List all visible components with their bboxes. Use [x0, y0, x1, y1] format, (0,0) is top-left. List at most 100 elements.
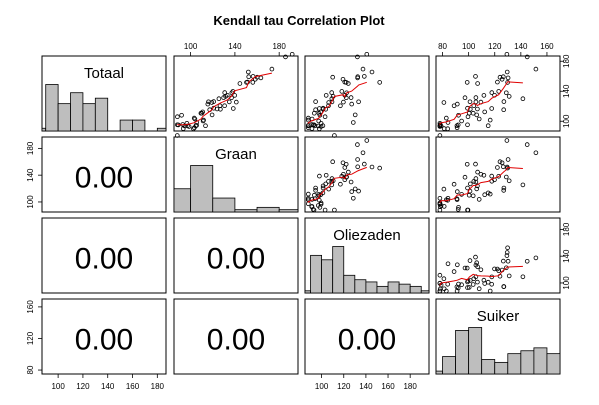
- scatter-point: [524, 54, 530, 60]
- scatter-point: [454, 125, 460, 130]
- scatter-point: [441, 286, 447, 292]
- scatter-point: [348, 95, 354, 100]
- scatter-point: [443, 115, 449, 121]
- variable-label-oliezaden: Oliezaden: [333, 227, 401, 244]
- scatter-point: [437, 121, 443, 126]
- scatter-point: [352, 186, 358, 192]
- scatter-point: [355, 54, 360, 60]
- hist-bar-oliezaden: [387, 281, 400, 294]
- scatter-point: [343, 95, 349, 100]
- scatter-point: [179, 113, 184, 118]
- scatter-point: [355, 74, 361, 79]
- scatter-point: [201, 117, 206, 123]
- scatter-point: [506, 94, 512, 99]
- hist-bar-suiker: [520, 350, 535, 375]
- scatter-point: [474, 186, 480, 192]
- scatter-point: [489, 90, 495, 95]
- scatter-point: [451, 181, 457, 187]
- scatter-point: [437, 207, 443, 213]
- scatter-point: [455, 122, 461, 128]
- scatter-point: [485, 279, 491, 285]
- scatter-point: [500, 164, 506, 170]
- scatter-point: [216, 96, 222, 101]
- cell-graan-oliezaden-frame: [304, 136, 430, 213]
- hist-bar-oliezaden: [332, 246, 345, 294]
- scatter-point: [369, 164, 375, 170]
- scatter-point: [340, 160, 346, 166]
- scatter-point: [232, 93, 238, 98]
- scatter-point: [377, 165, 383, 171]
- scatter-point: [349, 189, 355, 194]
- scatter-point: [467, 258, 473, 263]
- scatter-point: [501, 188, 507, 193]
- x-axis-tick-label: 100: [315, 382, 329, 391]
- x-axis-tick-label: 80: [438, 42, 447, 51]
- scatter-point: [225, 93, 230, 98]
- scatter-point: [437, 272, 443, 278]
- scatter-point: [289, 51, 295, 57]
- scatter-point: [489, 173, 495, 179]
- hist-bar-oliezaden: [304, 290, 311, 294]
- scatter-point: [464, 265, 470, 271]
- scatter-point: [369, 69, 375, 75]
- scatter-point: [323, 93, 329, 98]
- scatter-point: [318, 200, 324, 206]
- scatter-point: [345, 169, 351, 175]
- scatter-point: [218, 107, 223, 112]
- scatter-point: [454, 284, 460, 290]
- hist-bar-totaal: [94, 97, 109, 132]
- scatter-point: [473, 99, 479, 105]
- scatter-point: [330, 159, 336, 165]
- scatter-point: [505, 258, 511, 264]
- scatter-point: [192, 116, 198, 122]
- scatter-point: [466, 110, 472, 116]
- scatter-point: [211, 99, 217, 104]
- scatter-point: [311, 122, 317, 128]
- scatter-point: [191, 126, 196, 131]
- hist-bar-totaal: [70, 92, 84, 132]
- hist-bar-totaal: [41, 127, 47, 132]
- chart-title: Kendall tau Correlation Plot: [213, 13, 385, 28]
- hist-bar-oliezaden: [321, 259, 334, 294]
- scatter-point: [470, 282, 476, 287]
- correlation-value-suiker-totaal: 0.00: [75, 324, 133, 357]
- scatter-point: [338, 181, 343, 187]
- scatter-point: [237, 81, 243, 86]
- scatter-point: [485, 190, 491, 196]
- scatter-point: [533, 66, 539, 72]
- scatter-point: [524, 258, 530, 264]
- scatter-point: [326, 179, 331, 184]
- x-axis-tick-label: 140: [228, 42, 242, 51]
- y-axis-tick-label: 80: [26, 365, 35, 374]
- correlation-value-suiker-oliezaden: 0.00: [338, 324, 396, 357]
- scatter-point: [332, 207, 337, 213]
- scatter-point: [475, 169, 480, 175]
- scatter-point: [478, 267, 484, 273]
- scatter-point: [320, 123, 326, 128]
- cell-suiker-oliezaden-frame: [304, 298, 430, 375]
- y-axis-tick-label: 100: [562, 114, 571, 128]
- scatter-point: [356, 188, 361, 194]
- x-axis-tick-label: 100: [51, 382, 65, 391]
- x-axis-tick-label: 120: [488, 42, 502, 51]
- smooth-line: [307, 81, 367, 124]
- scatter-point: [320, 190, 326, 196]
- x-axis-tick-label: 140: [101, 382, 115, 391]
- cell-oliezaden-totaal-frame: [41, 217, 167, 294]
- scatter-point: [355, 142, 360, 147]
- y-axis-tick-label: 180: [562, 222, 571, 236]
- scatter-point: [467, 278, 473, 283]
- scatter-point: [437, 196, 443, 201]
- scatter-point: [504, 250, 510, 255]
- scatter-point: [520, 96, 526, 101]
- scatter-point: [360, 66, 366, 72]
- scatter-point: [355, 164, 361, 170]
- scatter-point: [473, 254, 478, 260]
- cell-oliezaden-suiker-frame: [435, 217, 561, 294]
- hist-bar-suiker: [435, 370, 443, 375]
- x-axis-tick-label: 100: [462, 42, 476, 51]
- scatter-point: [464, 162, 470, 167]
- scatter-point: [206, 99, 211, 105]
- scatter-point: [317, 173, 322, 179]
